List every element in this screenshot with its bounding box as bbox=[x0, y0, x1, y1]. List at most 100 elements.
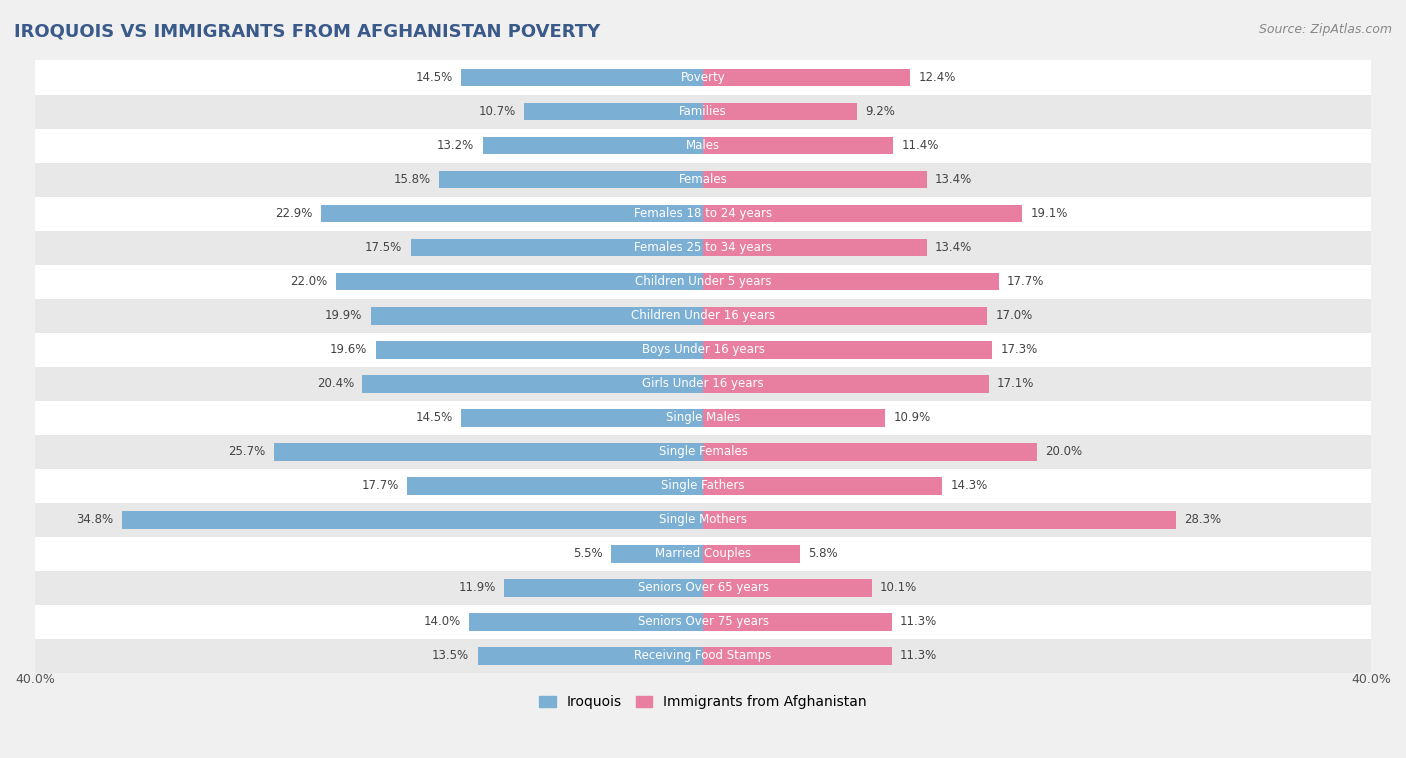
Bar bbox=[703, 102, 856, 121]
Bar bbox=[703, 136, 893, 155]
Text: 17.5%: 17.5% bbox=[366, 241, 402, 254]
Text: 13.4%: 13.4% bbox=[935, 241, 973, 254]
Text: 34.8%: 34.8% bbox=[76, 513, 114, 526]
Bar bbox=[122, 511, 703, 528]
Bar bbox=[411, 239, 703, 256]
Text: Boys Under 16 years: Boys Under 16 years bbox=[641, 343, 765, 356]
Bar bbox=[35, 503, 1371, 537]
Bar bbox=[703, 171, 927, 189]
Bar bbox=[703, 239, 927, 256]
Text: 14.5%: 14.5% bbox=[415, 412, 453, 424]
Text: 11.4%: 11.4% bbox=[901, 139, 939, 152]
Bar bbox=[375, 341, 703, 359]
Text: 14.0%: 14.0% bbox=[423, 615, 461, 628]
Bar bbox=[703, 477, 942, 495]
Text: 11.3%: 11.3% bbox=[900, 650, 938, 662]
Bar bbox=[371, 307, 703, 324]
Bar bbox=[703, 443, 1038, 461]
Bar bbox=[408, 477, 703, 495]
Bar bbox=[461, 69, 703, 86]
Text: 13.5%: 13.5% bbox=[432, 650, 470, 662]
Bar bbox=[703, 307, 987, 324]
Text: Single Mothers: Single Mothers bbox=[659, 513, 747, 526]
Text: 11.9%: 11.9% bbox=[458, 581, 496, 594]
Bar bbox=[703, 613, 891, 631]
Text: Families: Families bbox=[679, 105, 727, 118]
Text: IROQUOIS VS IMMIGRANTS FROM AFGHANISTAN POVERTY: IROQUOIS VS IMMIGRANTS FROM AFGHANISTAN … bbox=[14, 23, 600, 41]
Text: Males: Males bbox=[686, 139, 720, 152]
Text: 13.2%: 13.2% bbox=[437, 139, 474, 152]
Bar bbox=[703, 273, 998, 290]
Text: 10.7%: 10.7% bbox=[478, 105, 516, 118]
Text: 10.9%: 10.9% bbox=[893, 412, 931, 424]
Legend: Iroquois, Immigrants from Afghanistan: Iroquois, Immigrants from Afghanistan bbox=[533, 690, 873, 715]
Text: Girls Under 16 years: Girls Under 16 years bbox=[643, 377, 763, 390]
Bar bbox=[35, 95, 1371, 129]
Text: Receiving Food Stamps: Receiving Food Stamps bbox=[634, 650, 772, 662]
Bar bbox=[703, 647, 891, 665]
Bar bbox=[35, 367, 1371, 401]
Text: Females: Females bbox=[679, 173, 727, 186]
Bar bbox=[35, 537, 1371, 571]
Bar bbox=[35, 639, 1371, 673]
Bar bbox=[478, 647, 703, 665]
Bar bbox=[35, 196, 1371, 230]
Bar bbox=[505, 579, 703, 597]
Text: Single Males: Single Males bbox=[666, 412, 740, 424]
Bar bbox=[703, 69, 910, 86]
Text: Children Under 16 years: Children Under 16 years bbox=[631, 309, 775, 322]
Bar bbox=[524, 102, 703, 121]
Bar bbox=[35, 571, 1371, 605]
Text: 28.3%: 28.3% bbox=[1184, 513, 1222, 526]
Text: 40.0%: 40.0% bbox=[1351, 673, 1391, 686]
Bar bbox=[35, 61, 1371, 95]
Text: 9.2%: 9.2% bbox=[865, 105, 894, 118]
Text: Seniors Over 65 years: Seniors Over 65 years bbox=[637, 581, 769, 594]
Bar bbox=[363, 375, 703, 393]
Bar bbox=[439, 171, 703, 189]
Text: 14.5%: 14.5% bbox=[415, 71, 453, 84]
Bar bbox=[461, 409, 703, 427]
Text: 5.5%: 5.5% bbox=[574, 547, 603, 560]
Text: 20.0%: 20.0% bbox=[1046, 445, 1083, 459]
Text: 40.0%: 40.0% bbox=[15, 673, 55, 686]
Text: 11.3%: 11.3% bbox=[900, 615, 938, 628]
Text: 17.3%: 17.3% bbox=[1000, 343, 1038, 356]
Bar bbox=[703, 579, 872, 597]
Bar bbox=[703, 545, 800, 562]
Text: 14.3%: 14.3% bbox=[950, 479, 987, 492]
Text: 22.9%: 22.9% bbox=[274, 207, 312, 220]
Text: Married Couples: Married Couples bbox=[655, 547, 751, 560]
Bar bbox=[35, 333, 1371, 367]
Bar bbox=[35, 162, 1371, 196]
Bar bbox=[703, 341, 993, 359]
Bar bbox=[703, 205, 1022, 222]
Bar bbox=[703, 409, 884, 427]
Text: 19.1%: 19.1% bbox=[1031, 207, 1067, 220]
Bar bbox=[482, 136, 703, 155]
Text: Seniors Over 75 years: Seniors Over 75 years bbox=[637, 615, 769, 628]
Bar bbox=[703, 375, 988, 393]
Bar bbox=[35, 435, 1371, 468]
Bar bbox=[35, 265, 1371, 299]
Bar bbox=[35, 401, 1371, 435]
Text: 13.4%: 13.4% bbox=[935, 173, 973, 186]
Text: 20.4%: 20.4% bbox=[316, 377, 354, 390]
Bar bbox=[35, 605, 1371, 639]
Text: 5.8%: 5.8% bbox=[808, 547, 838, 560]
Text: Females 18 to 24 years: Females 18 to 24 years bbox=[634, 207, 772, 220]
Bar bbox=[35, 129, 1371, 162]
Text: Single Fathers: Single Fathers bbox=[661, 479, 745, 492]
Bar bbox=[321, 205, 703, 222]
Text: 22.0%: 22.0% bbox=[290, 275, 328, 288]
Text: 12.4%: 12.4% bbox=[918, 71, 956, 84]
Text: Source: ZipAtlas.com: Source: ZipAtlas.com bbox=[1258, 23, 1392, 36]
Text: 17.7%: 17.7% bbox=[361, 479, 399, 492]
Bar bbox=[612, 545, 703, 562]
Text: 19.6%: 19.6% bbox=[330, 343, 367, 356]
Text: Poverty: Poverty bbox=[681, 71, 725, 84]
Text: 17.7%: 17.7% bbox=[1007, 275, 1045, 288]
Text: Single Females: Single Females bbox=[658, 445, 748, 459]
Bar bbox=[35, 299, 1371, 333]
Text: Females 25 to 34 years: Females 25 to 34 years bbox=[634, 241, 772, 254]
